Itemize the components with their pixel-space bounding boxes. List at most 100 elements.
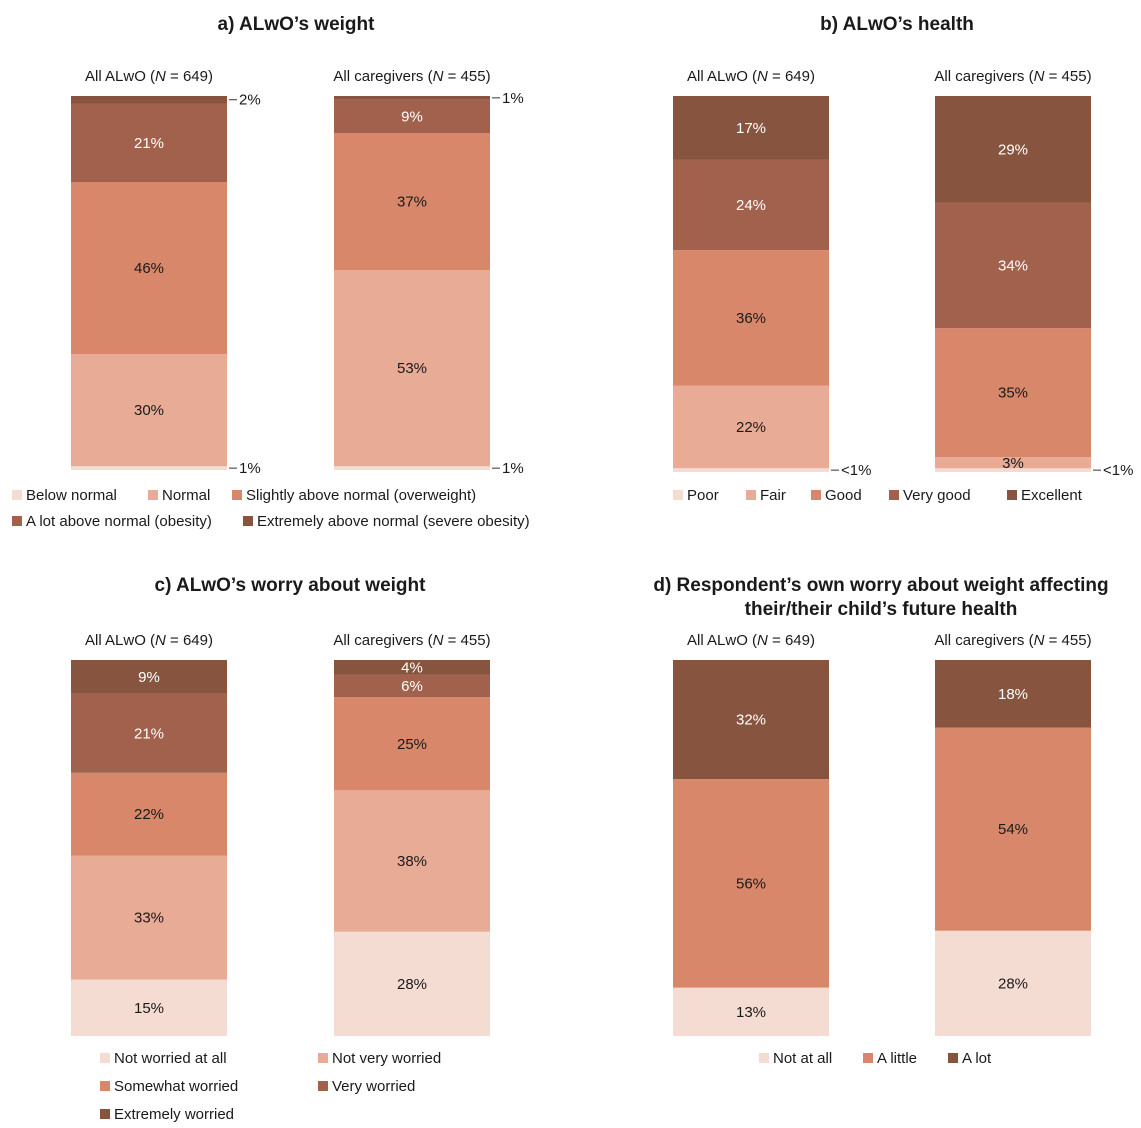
data-label: 29% [998, 141, 1028, 158]
data-label: 30% [134, 402, 164, 419]
panel-c: c) ALwO’s worry about weight All ALwO (N … [71, 575, 491, 1123]
bar-segment [334, 270, 490, 467]
legend-label: Somewhat worried [114, 1078, 238, 1095]
data-label: 1% [502, 460, 524, 477]
bar-group-label: All caregivers (N = 455) [333, 68, 490, 85]
data-label: 53% [397, 360, 427, 377]
bar-segment [71, 96, 227, 104]
legend-swatch [889, 490, 899, 500]
bar-segment [71, 855, 227, 980]
bar-segment [334, 697, 490, 791]
data-label: 28% [397, 976, 427, 993]
data-label: 18% [998, 686, 1028, 703]
legend-label: Extremely above normal (severe obesity) [257, 513, 530, 530]
bar-group-label: All ALwO (N = 649) [85, 68, 213, 85]
panel-d: d) Respondent’s own worry about weight a… [653, 575, 1108, 1067]
legend-swatch [148, 490, 158, 500]
bar-segment [673, 385, 829, 469]
bar-segment [673, 660, 829, 780]
bar-segment [935, 457, 1091, 469]
bar-segment [71, 693, 227, 773]
legend-swatch [948, 1053, 958, 1063]
panel-a: a) ALwO’s weight All ALwO (N = 649) 1% 30% 4… [12, 14, 530, 530]
legend-label: Very good [903, 487, 971, 504]
data-label: 21% [134, 725, 164, 742]
legend-swatch [243, 516, 253, 526]
legend-label: Below normal [26, 487, 117, 504]
data-label: 1% [502, 90, 524, 107]
legend-swatch [746, 490, 756, 500]
bar-segment [71, 466, 227, 470]
bar-segment [935, 660, 1091, 728]
data-label: 32% [736, 712, 766, 729]
legend-label: Extremely worried [114, 1106, 234, 1123]
data-label: 21% [134, 135, 164, 152]
legend-swatch [100, 1053, 110, 1063]
legend-label: A little [877, 1050, 917, 1067]
data-label: 38% [397, 853, 427, 870]
legend-label: Not worried at all [114, 1050, 227, 1067]
legend-swatch [12, 490, 22, 500]
data-label: 1% [239, 460, 261, 477]
bar-group-label: All caregivers (N = 455) [333, 632, 490, 649]
bar-segment [673, 987, 829, 1036]
legend-swatch [759, 1053, 769, 1063]
bar-segment [71, 660, 227, 694]
bar-segment [334, 96, 490, 100]
bar-segment [935, 727, 1091, 931]
bar-segment [935, 328, 1091, 458]
bar-segment [71, 182, 227, 355]
legend-swatch [318, 1053, 328, 1063]
chart-title: d) Respondent’s own worry about weight a… [653, 575, 1108, 596]
bar-segment [71, 772, 227, 856]
bar-segment [334, 931, 490, 1036]
chart-title: their/their child’s future health [745, 599, 1018, 620]
bar-group-label: All caregivers (N = 455) [934, 68, 1091, 85]
data-label: 28% [998, 975, 1028, 992]
bar-group-label: All ALwO (N = 649) [687, 68, 815, 85]
bar-segment [673, 468, 829, 472]
chart-title: b) ALwO’s health [820, 14, 974, 35]
data-label: 46% [134, 260, 164, 277]
legend-label: A lot [962, 1050, 992, 1067]
data-label: <1% [841, 462, 871, 479]
data-label: 9% [138, 669, 160, 686]
bar-segment [334, 466, 490, 470]
bar-segment [673, 159, 829, 251]
legend-label: Slightly above normal (overweight) [246, 487, 476, 504]
data-label: 34% [998, 258, 1028, 275]
legend-label: Very worried [332, 1078, 415, 1095]
legend-label: Normal [162, 487, 210, 504]
data-label: 3% [1002, 455, 1024, 472]
legend-label: Fair [760, 487, 786, 504]
legend-label: Excellent [1021, 487, 1083, 504]
legend-label: Not very worried [332, 1050, 441, 1067]
bar-segment [935, 96, 1091, 203]
panel-b: b) ALwO’s health All ALwO (N = 649) <1% 22%… [673, 14, 1133, 504]
bar-segment [935, 468, 1091, 472]
legend-swatch [1007, 490, 1017, 500]
bar-segment [334, 133, 490, 271]
legend-swatch [318, 1081, 328, 1091]
bar-group-label: All ALwO (N = 649) [687, 632, 815, 649]
legend-label: Poor [687, 487, 719, 504]
data-label: 35% [998, 385, 1028, 402]
data-label: 22% [736, 419, 766, 436]
bar-group-label: All ALwO (N = 649) [85, 632, 213, 649]
bar-segment [71, 354, 227, 467]
bar-segment [334, 674, 490, 698]
bar-segment [935, 930, 1091, 1036]
bar-group-label: All caregivers (N = 455) [934, 632, 1091, 649]
bar-segment [334, 660, 490, 675]
bar-segment [935, 202, 1091, 329]
chart-title: a) ALwO’s weight [218, 14, 376, 35]
legend-swatch [12, 516, 22, 526]
data-label: 6% [401, 678, 423, 695]
data-label: 33% [134, 910, 164, 927]
data-label: 4% [401, 659, 423, 676]
data-label: 13% [736, 1004, 766, 1021]
data-label: <1% [1103, 462, 1133, 479]
legend-label: A lot above normal (obesity) [26, 513, 212, 530]
data-label: 9% [401, 108, 423, 125]
